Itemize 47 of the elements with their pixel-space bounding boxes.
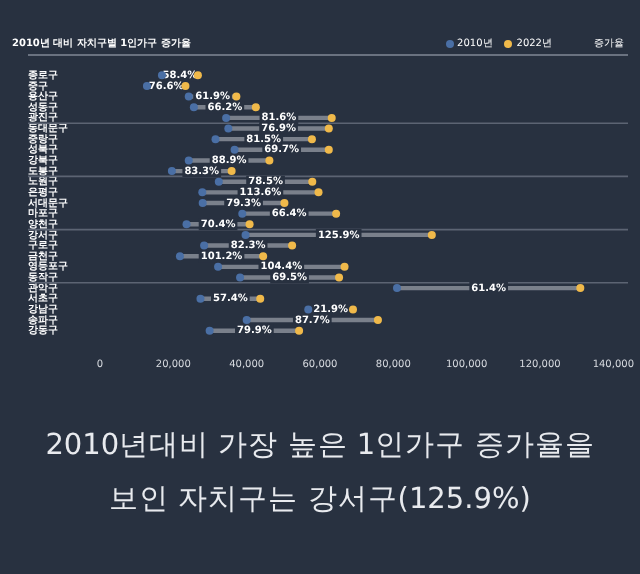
point (324, 145, 333, 154)
point (167, 167, 176, 176)
point (211, 135, 220, 144)
point (251, 103, 260, 112)
point (214, 177, 223, 186)
point (189, 103, 198, 112)
point (295, 326, 304, 335)
point (222, 113, 231, 122)
point (304, 305, 313, 314)
point (314, 188, 323, 197)
point (327, 113, 336, 122)
point (259, 252, 268, 261)
point (288, 241, 297, 250)
point (245, 220, 254, 229)
point (349, 305, 357, 314)
point (256, 294, 265, 303)
point (265, 156, 274, 165)
point (182, 220, 191, 229)
point (307, 135, 316, 144)
point (392, 284, 401, 293)
point (373, 316, 382, 325)
point (214, 262, 223, 271)
point (184, 92, 193, 101)
point (238, 209, 247, 218)
point (184, 156, 193, 165)
point (576, 284, 585, 293)
point (427, 230, 436, 239)
point (227, 167, 236, 176)
point (236, 273, 245, 282)
point (232, 92, 241, 101)
point (198, 199, 207, 207)
point (198, 188, 207, 197)
point (196, 294, 205, 303)
point (308, 177, 317, 186)
point (335, 273, 344, 282)
point (242, 316, 251, 325)
point (224, 124, 233, 133)
point (280, 199, 289, 207)
point (241, 230, 250, 239)
point (340, 262, 349, 271)
point (332, 209, 341, 218)
text: 2010년대비 가장 높은 1인가구 증가율을 보인 자치구는 강서구(125.9%) (43, 428, 597, 520)
point (175, 252, 184, 261)
point (200, 241, 209, 250)
point (324, 124, 333, 133)
point (205, 326, 214, 335)
point (230, 145, 239, 154)
